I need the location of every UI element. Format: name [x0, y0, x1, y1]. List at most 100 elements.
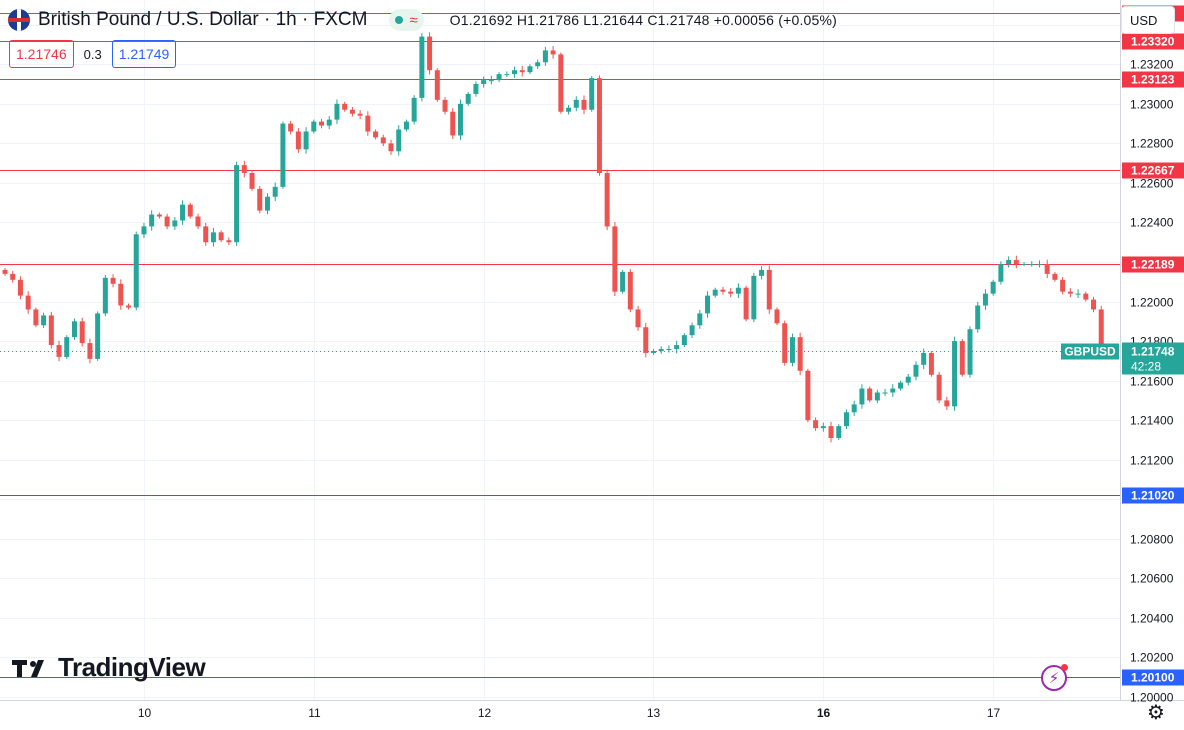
notification-dot-icon	[1061, 664, 1068, 671]
candle	[457, 99, 463, 140]
candle	[566, 105, 572, 115]
candle-body	[226, 240, 232, 243]
resistance-label: 1.23123	[1131, 73, 1175, 87]
candle	[612, 222, 618, 297]
candle	[859, 384, 865, 409]
candle-body	[859, 388, 865, 405]
candle	[249, 171, 255, 191]
candle	[813, 417, 819, 431]
candle	[1044, 259, 1050, 279]
candle	[975, 301, 981, 333]
candle	[635, 305, 641, 331]
time-axis[interactable]: 10 11 12 13 16 17	[138, 706, 1001, 720]
candle-body	[195, 216, 201, 227]
candle	[272, 182, 278, 202]
candle	[797, 332, 803, 376]
candle	[967, 326, 973, 378]
price-tick-label: 1.22400	[1130, 216, 1174, 230]
candle	[450, 108, 456, 140]
candle-body	[643, 327, 649, 353]
candle-body	[828, 426, 834, 438]
current-price-value: 1.21748	[1131, 345, 1175, 359]
candle-body	[1036, 263, 1042, 265]
market-status[interactable]: ≈	[389, 9, 424, 31]
candle	[828, 421, 834, 443]
candle	[1075, 289, 1081, 298]
candle-body	[874, 392, 880, 401]
candle-body	[666, 349, 672, 351]
settings-gear-icon[interactable]: ⚙	[1147, 701, 1165, 724]
candle-body	[596, 78, 602, 174]
candle	[288, 120, 294, 135]
sell-price-button[interactable]: 1.21746	[9, 40, 74, 68]
horizontal-levels	[0, 13, 1120, 678]
tradingview-logo[interactable]: TradingView	[12, 652, 206, 683]
candle-body	[1075, 293, 1081, 295]
candle	[874, 389, 880, 404]
candle-body	[650, 350, 656, 353]
candle	[380, 134, 386, 147]
candle	[689, 322, 695, 338]
candle-body	[720, 289, 726, 292]
price-tick-label: 1.23000	[1130, 98, 1174, 112]
candle-body	[782, 323, 788, 363]
candle-body	[496, 74, 502, 81]
candle-body	[326, 119, 332, 126]
candle-body	[95, 313, 101, 359]
candle	[542, 46, 548, 66]
candle	[411, 95, 417, 125]
candle	[141, 222, 147, 238]
symbol-title[interactable]: British Pound / U.S. Dollar · 1h · FXCM	[38, 9, 368, 30]
candle-body	[705, 295, 711, 314]
price-tick-label: 1.20800	[1130, 533, 1174, 547]
candle	[1021, 262, 1027, 266]
candle-body	[473, 84, 479, 94]
candle	[496, 72, 502, 83]
candle	[87, 338, 93, 364]
resistance-label-bg	[1122, 162, 1184, 179]
candle	[133, 231, 139, 311]
candle-body	[952, 341, 958, 407]
candle-body	[41, 315, 47, 326]
candle	[118, 279, 124, 310]
candle-body	[102, 277, 108, 314]
candle	[280, 121, 286, 189]
buy-price-button[interactable]: 1.21749	[111, 40, 177, 68]
candle-body	[488, 80, 494, 82]
flash-icon[interactable]: ⚡	[1041, 664, 1068, 691]
candle	[913, 361, 919, 381]
candle-body	[295, 131, 301, 150]
candle-body	[898, 382, 904, 389]
price-tick-label: 1.22000	[1130, 296, 1174, 310]
candle-body	[882, 392, 888, 394]
time-tick-label: 11	[308, 706, 321, 720]
candle-body	[959, 341, 965, 375]
currency-select[interactable]: USD	[1121, 6, 1175, 34]
candle-body	[373, 131, 379, 138]
candle-body	[465, 93, 471, 104]
candle	[728, 288, 734, 298]
candle	[319, 118, 325, 129]
candle-body	[512, 70, 518, 75]
candle	[573, 96, 579, 112]
candle	[79, 317, 85, 347]
candle-body	[264, 196, 270, 211]
candle	[442, 97, 448, 115]
candle-body	[1006, 260, 1012, 264]
symbol-header: British Pound / U.S. Dollar · 1h · FXCM …	[8, 8, 837, 32]
candle	[535, 59, 541, 70]
candle	[210, 227, 216, 247]
currency-label: USD	[1130, 12, 1158, 28]
candle-body	[759, 269, 765, 276]
candle-body	[519, 70, 525, 73]
time-tick-label: 16	[817, 706, 831, 720]
candle	[2, 267, 8, 276]
candle	[56, 340, 62, 362]
candle	[295, 127, 301, 153]
wave-icon: ≈	[409, 11, 418, 29]
candle-body	[982, 293, 988, 306]
candle	[998, 261, 1004, 285]
candle-body	[133, 234, 139, 308]
candle-body	[388, 143, 394, 152]
